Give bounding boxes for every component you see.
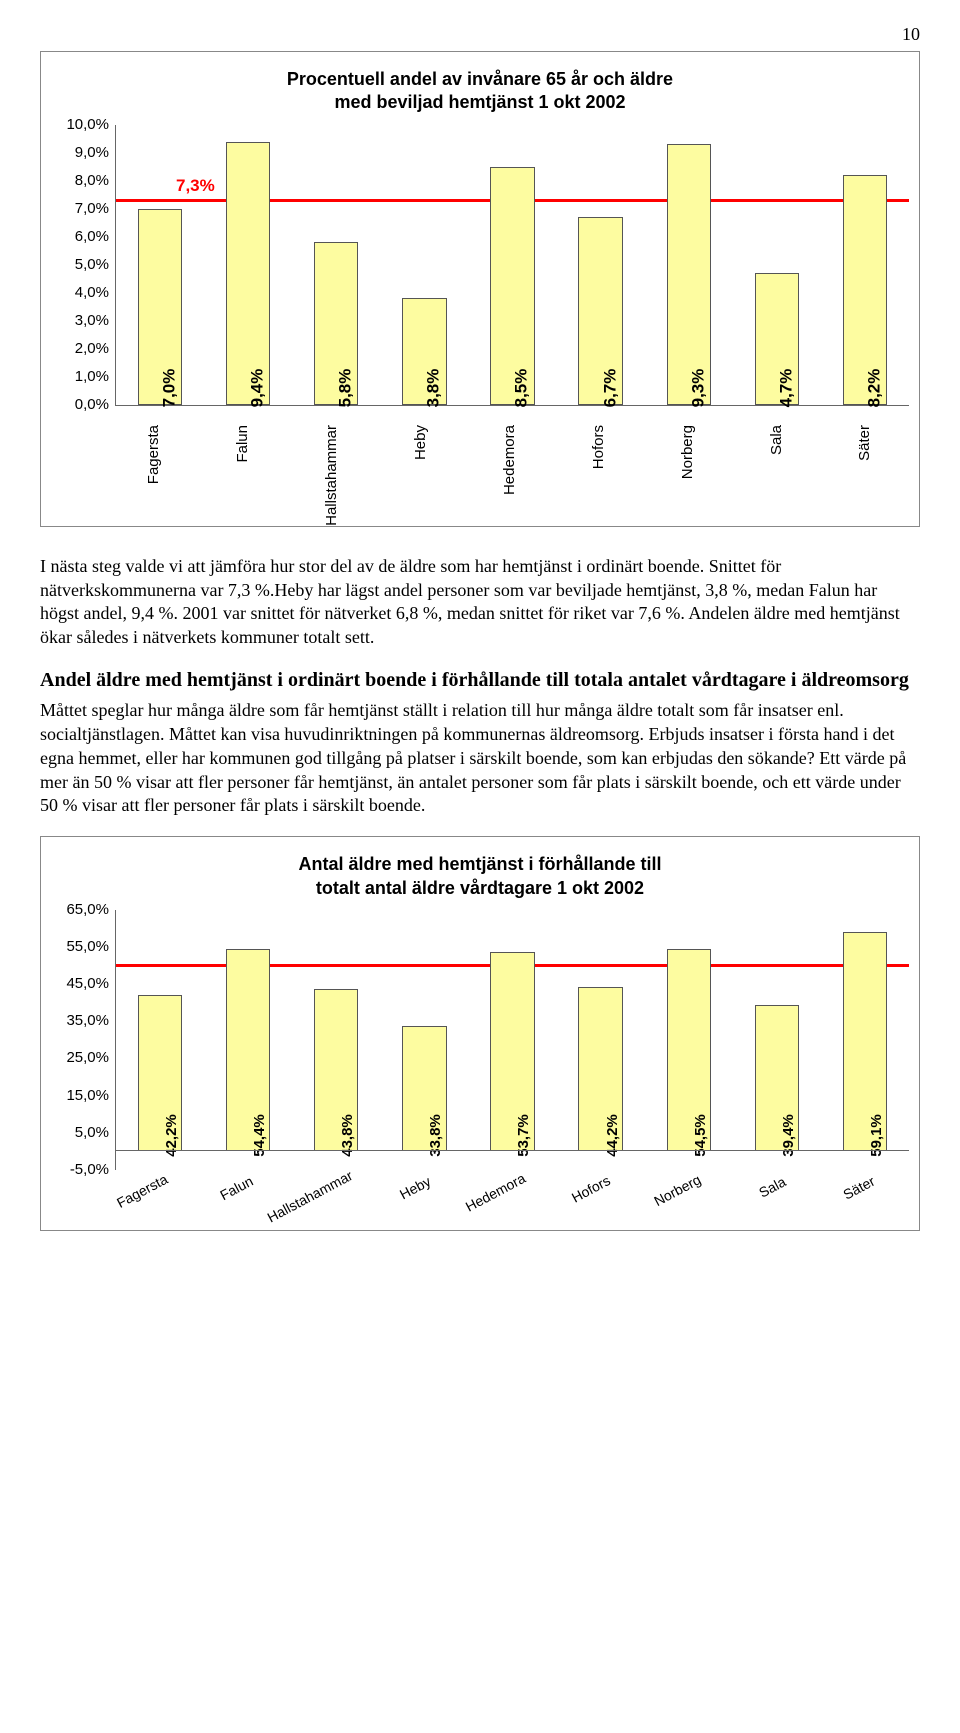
chart-1-bar: 9,4% [209, 142, 288, 405]
chart-1-bar: 6,7% [561, 217, 640, 405]
chart-1-title-line1: Procentuell andel av invånare 65 år och … [287, 69, 673, 89]
chart-1-plot: 10,0%9,0%8,0%7,0%6,0%5,0%4,0%3,0%2,0%1,0… [51, 125, 909, 520]
paragraph-1: I nästa steg valde vi att jämföra hur st… [40, 555, 920, 650]
chart-2-x-labels: FagerstaFalunHallstahammarHebyHedemoraHo… [109, 1170, 909, 1224]
chart-1-bar: 3,8% [385, 298, 464, 404]
chart-1-bar: 5,8% [297, 242, 376, 404]
chart-2-x-label: Heby [380, 1170, 460, 1222]
chart-2-bar: 54,4% [209, 949, 288, 1151]
chart-1-title-line2: med beviljad hemtjänst 1 okt 2002 [334, 92, 625, 112]
chart-2-x-label: Sala [736, 1170, 816, 1222]
chart-1-x-label: Säter [809, 425, 919, 505]
chart-2-bars-row: 42,2%54,4%43,8%33,8%53,7%44,2%54,5%39,4%… [116, 910, 909, 1151]
chart-2-x-label: Hofors [558, 1170, 638, 1222]
chart-2-bar: 44,2% [561, 987, 640, 1151]
chart-1-title: Procentuell andel av invånare 65 år och … [51, 68, 909, 115]
chart-2-x-label: Fagersta [113, 1170, 193, 1222]
chart-1: Procentuell andel av invånare 65 år och … [40, 51, 920, 527]
chart-1-bars-row: 7,0%9,4%5,8%3,8%8,5%6,7%9,3%4,7%8,2% [116, 125, 909, 405]
chart-1-bar: 8,2% [825, 175, 904, 405]
chart-1-bars-area: 7,3% 7,0%9,4%5,8%3,8%8,5%6,7%9,3%4,7%8,2… [115, 125, 909, 406]
chart-2: Antal äldre med hemtjänst i förhållande … [40, 836, 920, 1231]
chart-1-bar: 8,5% [473, 167, 552, 405]
chart-2-x-label: Hallstahammar [291, 1170, 371, 1222]
chart-2-bars-area: 42,2%54,4%43,8%33,8%53,7%44,2%54,5%39,4%… [115, 910, 909, 1170]
chart-2-bar: 39,4% [737, 1005, 816, 1151]
chart-2-bar: 59,1% [825, 932, 904, 1152]
chart-2-bar: 43,8% [297, 989, 376, 1152]
chart-2-plot: 65,0%55,0%45,0%35,0%25,0%15,0%5,0%-5,0% … [51, 910, 909, 1224]
chart-2-title-line1: Antal äldre med hemtjänst i förhållande … [298, 854, 661, 874]
chart-1-x-labels: FagerstaFalunHallstahammarHebyHedemoraHo… [109, 410, 909, 520]
chart-2-bar: 54,5% [649, 949, 728, 1151]
chart-1-bar: 4,7% [737, 273, 816, 405]
subheading: Andel äldre med hemtjänst i ordinärt boe… [40, 668, 920, 694]
page-number: 10 [40, 24, 920, 45]
chart-2-bar: 53,7% [473, 952, 552, 1151]
chart-2-x-label: Norberg [647, 1170, 727, 1222]
paragraph-2: Måttet speglar hur många äldre som får h… [40, 699, 920, 818]
chart-1-bar: 9,3% [649, 144, 728, 404]
chart-2-y-axis: 65,0%55,0%45,0%35,0%25,0%15,0%5,0%-5,0% [51, 910, 115, 1170]
chart-2-x-label: Hedemora [469, 1170, 549, 1222]
chart-2-bar: 42,2% [120, 995, 199, 1152]
chart-2-zero-line [116, 1150, 909, 1151]
chart-2-title-line2: totalt antal äldre vårdtagare 1 okt 2002 [316, 878, 644, 898]
chart-2-bar: 33,8% [385, 1026, 464, 1152]
chart-1-y-axis: 10,0%9,0%8,0%7,0%6,0%5,0%4,0%3,0%2,0%1,0… [51, 125, 115, 405]
chart-2-x-label: Säter [824, 1170, 904, 1222]
chart-2-title: Antal äldre med hemtjänst i förhållande … [51, 853, 909, 900]
chart-1-bar: 7,0% [120, 209, 199, 405]
